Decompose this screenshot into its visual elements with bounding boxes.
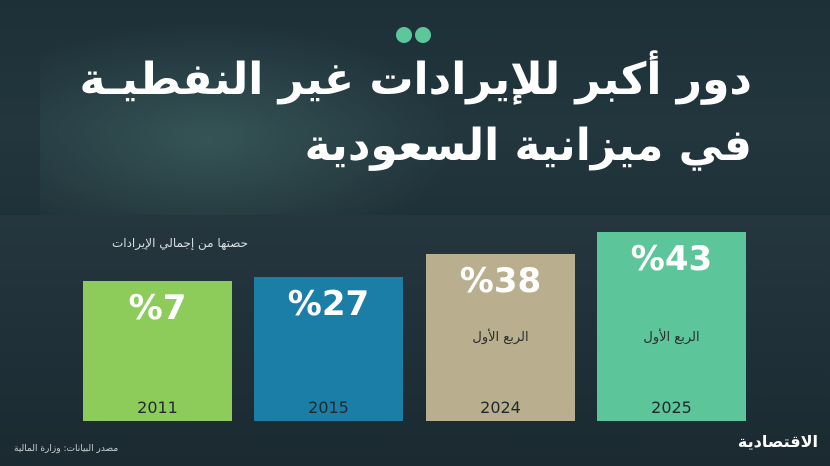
data-source: مصدر البيانات: وزارة المالية [14, 444, 119, 454]
bar-2024 [426, 253, 575, 421]
page-title-line-2: في ميزانية السعودية [304, 120, 752, 171]
bar-value-label: %27 [288, 284, 369, 324]
bar-period-label: الربع الأول [643, 328, 699, 345]
chart-subtitle: حصتها من إجمالي الإيرادات [111, 236, 249, 250]
bar-category-label: 2011 [137, 398, 178, 417]
two-dots-icon [396, 27, 436, 43]
bar-2011 [83, 281, 232, 421]
bar-category-label: 2015 [308, 398, 349, 417]
brand-logo: الاقتصادية [737, 432, 818, 451]
page-title-line-1: دور أكبر للإيرادات غير النفطيـة [79, 54, 752, 105]
bars-group: %7 2011 %27 2015 %38 الربع الأول 2024 %43 الربع … [83, 232, 746, 421]
dot-icon [396, 27, 412, 43]
bar-2025 [597, 232, 746, 421]
bar-category-label: 2024 [480, 398, 521, 417]
bar-value-label: %7 [129, 288, 187, 328]
bar-value-label: %43 [631, 239, 712, 279]
bar-period-label: الربع الأول [472, 328, 528, 345]
dot-icon [415, 27, 431, 43]
header-glow [40, 20, 460, 220]
bar-value-label: %38 [460, 261, 541, 301]
bar-category-label: 2025 [651, 398, 692, 417]
bar-2015 [254, 277, 403, 421]
